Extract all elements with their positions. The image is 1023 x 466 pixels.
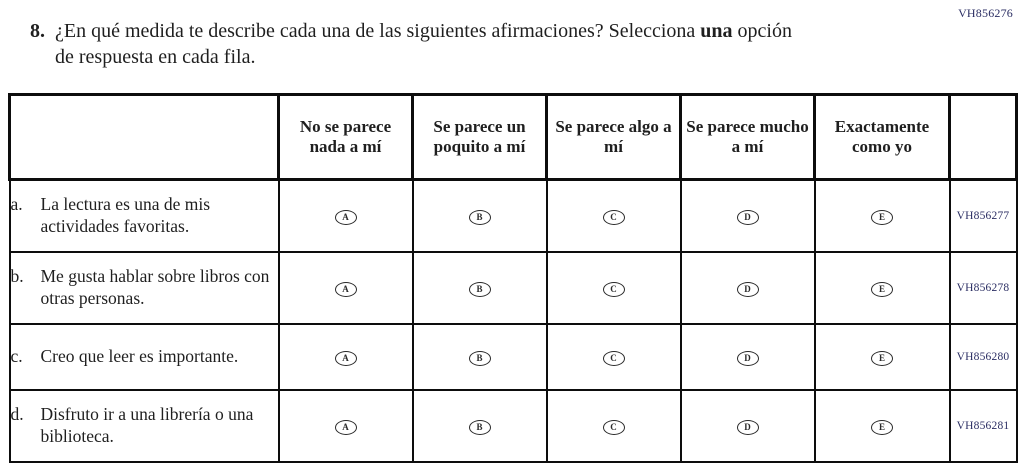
question-text-bold: una: [700, 20, 733, 42]
answer-bubble-a-A[interactable]: A: [334, 209, 357, 225]
answer-bubble-b-E[interactable]: E: [871, 281, 893, 297]
answer-bubble-c-D[interactable]: D: [736, 350, 759, 366]
header-empty-code: [948, 93, 1018, 181]
option-cell-b-C[interactable]: C: [545, 250, 682, 325]
row-text-c: Creo que leer es importante.: [40, 345, 239, 366]
answer-bubble-a-E[interactable]: E: [871, 209, 893, 225]
answer-bubble-a-C[interactable]: C: [602, 209, 625, 225]
question-text: ¿En qué medida te describe cada una de l…: [55, 18, 800, 70]
option-cell-b-D[interactable]: D: [679, 250, 816, 325]
table-row-d: d. Disfruto ir a una librería o una bibl…: [8, 388, 1018, 463]
column-header-mucho: Se parece mucho a mí: [679, 93, 816, 181]
answer-bubble-c-B[interactable]: B: [468, 350, 491, 366]
statement-cell-c: c. Creo que leer es importante.: [8, 322, 280, 391]
row-letter-a: a.: [10, 194, 23, 215]
row-text-b: Me gusta hablar sobre libros con otras p…: [40, 266, 270, 308]
statement-cell-b: b. Me gusta hablar sobre libros con otra…: [8, 250, 280, 325]
option-cell-c-D[interactable]: D: [679, 322, 816, 391]
row-code-c: VH856280: [948, 322, 1018, 391]
question-text-post: opción de respuesta en cada fila.: [55, 20, 792, 68]
option-cell-d-C[interactable]: C: [545, 388, 682, 463]
option-cell-d-D[interactable]: D: [679, 388, 816, 463]
question-number: 8.: [30, 20, 45, 42]
option-cell-a-E[interactable]: E: [813, 178, 951, 253]
answer-bubble-d-A[interactable]: A: [334, 419, 357, 435]
statement-cell-d: d. Disfruto ir a una librería o una bibl…: [8, 388, 280, 463]
row-letter-d: d.: [10, 404, 24, 425]
answer-bubble-c-E[interactable]: E: [871, 350, 893, 366]
option-cell-d-E[interactable]: E: [813, 388, 951, 463]
statement-cell-a: a. La lectura es una de mis actividades …: [8, 178, 280, 253]
header-empty-statement: [8, 93, 280, 181]
option-cell-c-C[interactable]: C: [545, 322, 682, 391]
option-cell-c-B[interactable]: B: [411, 322, 548, 391]
option-cell-a-B[interactable]: B: [411, 178, 548, 253]
response-matrix-table: No se parece nada a mí Se parece un poqu…: [8, 93, 1018, 463]
form-code-top-right: VH856276: [958, 6, 1013, 20]
option-cell-a-C[interactable]: C: [545, 178, 682, 253]
row-code-d: VH856281: [948, 388, 1018, 463]
answer-bubble-a-B[interactable]: B: [468, 209, 491, 225]
table-row-c: c. Creo que leer es importante. A B C D …: [8, 322, 1018, 391]
table-row-b: b. Me gusta hablar sobre libros con otra…: [8, 250, 1018, 325]
answer-bubble-d-D[interactable]: D: [736, 419, 759, 435]
answer-bubble-a-D[interactable]: D: [736, 209, 759, 225]
answer-bubble-c-A[interactable]: A: [334, 350, 357, 366]
row-code-b: VH856278: [948, 250, 1018, 325]
option-cell-c-E[interactable]: E: [813, 322, 951, 391]
answer-bubble-c-C[interactable]: C: [602, 350, 625, 366]
row-code-a: VH856277: [948, 178, 1018, 253]
column-header-algo: Se parece algo a mí: [545, 93, 682, 181]
answer-bubble-b-C[interactable]: C: [602, 281, 625, 297]
option-cell-c-A[interactable]: A: [277, 322, 414, 391]
question-text-pre: ¿En qué medida te describe cada una de l…: [55, 20, 701, 42]
answer-bubble-d-B[interactable]: B: [468, 419, 491, 435]
row-letter-b: b.: [10, 266, 24, 287]
row-letter-c: c.: [10, 345, 23, 366]
option-cell-b-A[interactable]: A: [277, 250, 414, 325]
column-header-exactamente: Exactamente como yo: [813, 93, 951, 181]
question-block: 8. ¿En qué medida te describe cada una d…: [30, 18, 800, 70]
column-header-no-se-parece-nada: No se parece nada a mí: [277, 93, 414, 181]
answer-bubble-d-E[interactable]: E: [871, 419, 893, 435]
column-header-poquito: Se parece un poquito a mí: [411, 93, 548, 181]
table-row-a: a. La lectura es una de mis actividades …: [8, 178, 1018, 253]
row-text-a: La lectura es una de mis actividades fav…: [40, 194, 211, 236]
option-cell-a-A[interactable]: A: [277, 178, 414, 253]
table-header-row: No se parece nada a mí Se parece un poqu…: [8, 93, 1018, 181]
answer-bubble-d-C[interactable]: C: [602, 419, 625, 435]
option-cell-b-E[interactable]: E: [813, 250, 951, 325]
row-text-d: Disfruto ir a una librería o una bibliot…: [40, 404, 254, 446]
answer-bubble-b-A[interactable]: A: [334, 281, 357, 297]
answer-bubble-b-D[interactable]: D: [736, 281, 759, 297]
option-cell-b-B[interactable]: B: [411, 250, 548, 325]
option-cell-d-A[interactable]: A: [277, 388, 414, 463]
option-cell-a-D[interactable]: D: [679, 178, 816, 253]
option-cell-d-B[interactable]: B: [411, 388, 548, 463]
answer-bubble-b-B[interactable]: B: [468, 281, 491, 297]
